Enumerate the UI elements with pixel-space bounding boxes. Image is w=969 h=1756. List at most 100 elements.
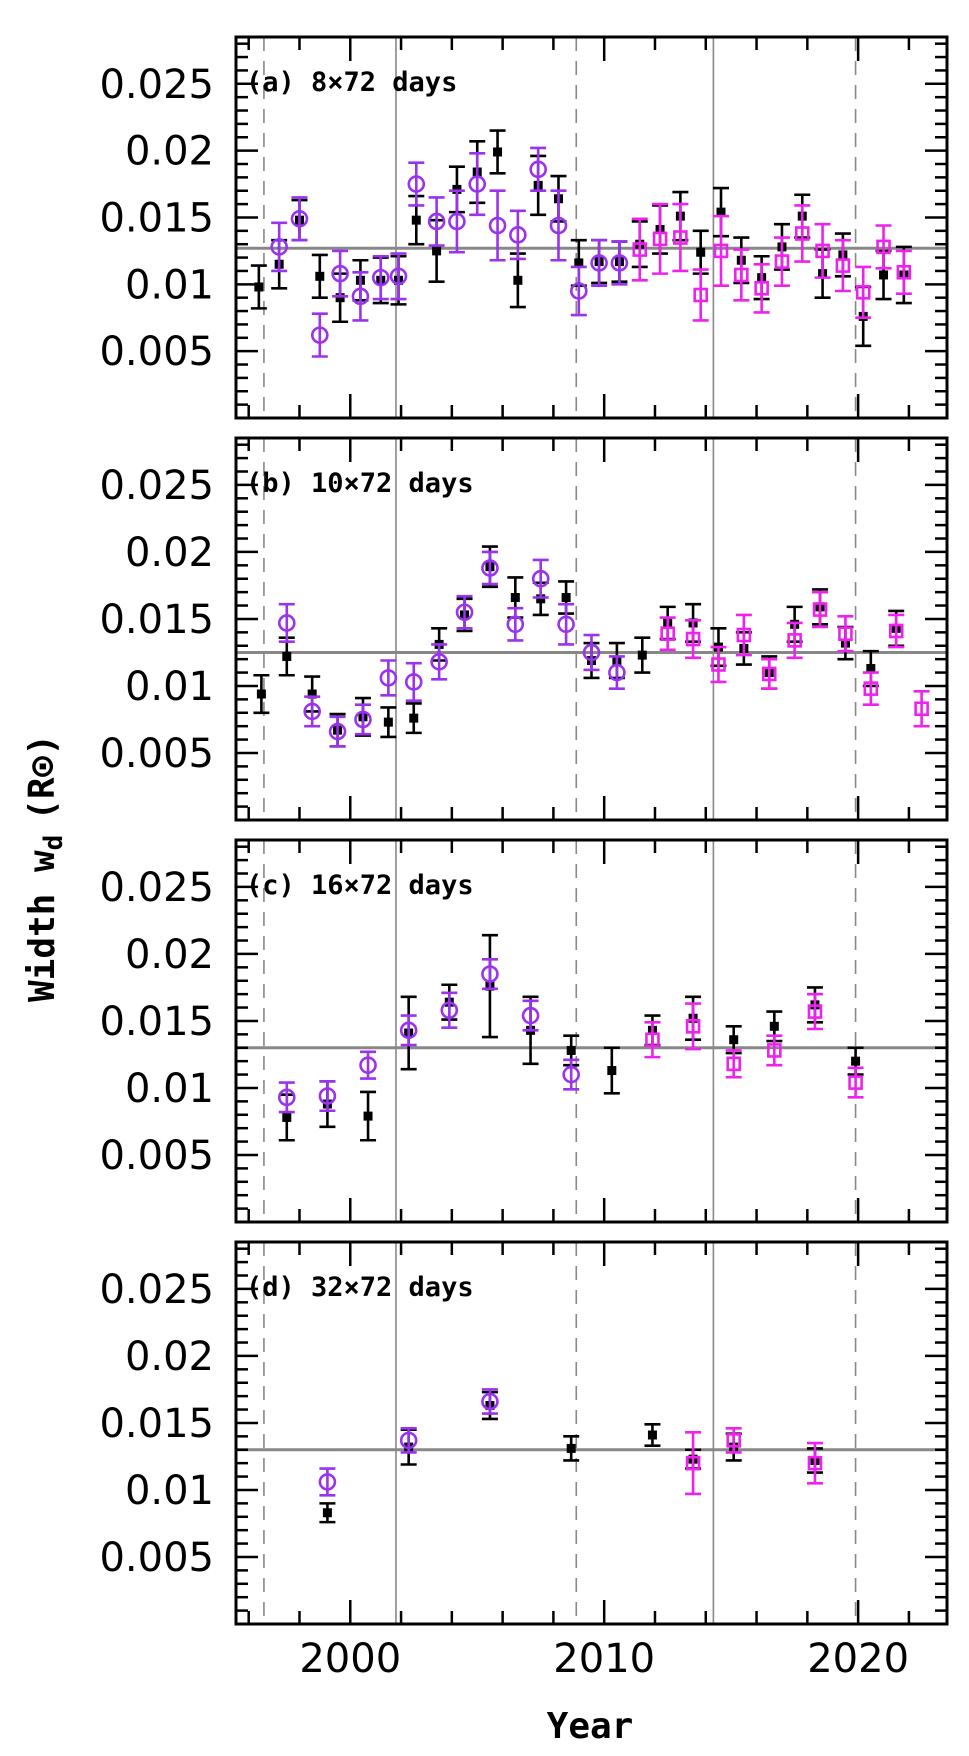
marker-open-square: [726, 1433, 742, 1448]
data-point: [405, 702, 422, 735]
data-point: [862, 671, 879, 707]
marker-open-circle: [468, 175, 487, 193]
data-point: [761, 657, 778, 690]
data-point: [888, 613, 905, 649]
marker-filled-square: [254, 282, 264, 292]
data-point: [455, 594, 474, 630]
marker-open-square: [693, 287, 708, 303]
y-tick-label: 0.005: [99, 329, 214, 375]
marker-open-circle: [399, 1431, 418, 1450]
data-point: [389, 252, 408, 301]
marker-filled-square: [879, 270, 889, 280]
marker-filled-square: [566, 1045, 576, 1055]
marker-filled-square: [574, 258, 584, 268]
marker-open-circle: [430, 653, 448, 671]
data-point: [404, 661, 423, 703]
data-point: [488, 189, 507, 262]
marker-filled-square: [729, 1035, 739, 1045]
data-point: [753, 262, 770, 314]
data-point: [652, 202, 669, 275]
y-tick-label: 0.02: [125, 129, 214, 175]
marker-filled-square: [637, 650, 647, 660]
data-point: [277, 1081, 296, 1114]
marker-open-square: [794, 226, 810, 241]
data-point: [608, 655, 626, 690]
data-point: [549, 189, 568, 262]
data-point: [407, 161, 426, 207]
marker-open-circle: [590, 254, 608, 272]
data-point: [481, 550, 499, 586]
data-point: [277, 602, 296, 644]
marker-open-circle: [318, 1473, 337, 1491]
data-point: [913, 690, 930, 728]
marker-open-square: [673, 230, 688, 245]
data-point: [631, 217, 648, 282]
data-point: [311, 253, 328, 299]
data-point: [806, 992, 823, 1031]
data-point: [430, 643, 448, 681]
data-point: [895, 249, 912, 295]
data-point: [360, 1090, 377, 1142]
marker-filled-square: [561, 593, 571, 603]
series-magenta: [631, 202, 912, 322]
marker-filled-square: [282, 651, 292, 661]
series-purple: [318, 1388, 499, 1497]
data-point: [371, 254, 390, 301]
marker-filled-square: [411, 215, 421, 225]
marker-open-square: [734, 267, 749, 283]
marker-open-square: [660, 626, 675, 641]
marker-filled-square: [769, 1021, 779, 1031]
marker-filled-square: [566, 1443, 576, 1453]
marker-filled-square: [256, 689, 266, 699]
marker-open-circle: [270, 238, 288, 256]
data-point: [331, 249, 349, 298]
marker-open-square: [888, 623, 904, 639]
marker-open-circle: [506, 615, 525, 634]
x-tick-label: 2000: [299, 1636, 401, 1682]
y-tick-label: 0.025: [99, 865, 214, 911]
marker-open-circle: [488, 216, 507, 235]
panel-a: 0.005 0.01 0.015 0.02 0.025 (a) 8×72 days: [99, 35, 949, 420]
data-point: [557, 602, 575, 646]
marker-open-square: [767, 1043, 782, 1058]
data-point: [644, 1020, 661, 1059]
data-point: [562, 1058, 580, 1091]
marker-open-square: [835, 258, 851, 273]
y-tick-label: 0.005: [99, 1133, 214, 1179]
data-point: [672, 202, 689, 273]
marker-open-circle: [562, 1065, 580, 1084]
data-point: [610, 240, 629, 286]
marker-open-square: [726, 1056, 742, 1072]
marker-open-square: [761, 666, 777, 682]
y-tick-label: 0.02: [125, 1334, 214, 1380]
y-tick-label: 0.005: [99, 1535, 214, 1581]
data-point: [837, 614, 854, 653]
marker-open-square: [914, 701, 929, 717]
marker-open-circle: [549, 216, 568, 235]
marker-open-circle: [331, 264, 349, 283]
data-point: [427, 196, 446, 247]
data-point: [468, 152, 487, 217]
marker-open-circle: [277, 614, 296, 632]
marker-open-circle: [303, 702, 321, 721]
y-tick-label: 0.02: [125, 530, 214, 576]
panel-label: (a) 8×72 days: [246, 67, 457, 98]
x-tick-label: 2010: [553, 1636, 655, 1682]
data-point: [725, 1427, 742, 1454]
marker-open-circle: [481, 559, 499, 577]
series-black: [253, 545, 905, 748]
data-point: [318, 1467, 337, 1497]
data-point: [399, 1427, 418, 1454]
marker-filled-square: [315, 271, 325, 281]
marker-filled-square: [513, 275, 523, 285]
marker-filled-square: [493, 147, 503, 157]
marker-open-circle: [448, 212, 466, 231]
y-tick-label: 0.02: [125, 932, 214, 978]
marker-open-square: [754, 281, 769, 296]
data-point: [603, 1046, 620, 1095]
y-axis-title: Width wd(R⊙): [22, 734, 69, 1002]
data-point: [359, 1050, 377, 1080]
series-black: [319, 1390, 823, 1524]
series-purple: [277, 550, 626, 748]
